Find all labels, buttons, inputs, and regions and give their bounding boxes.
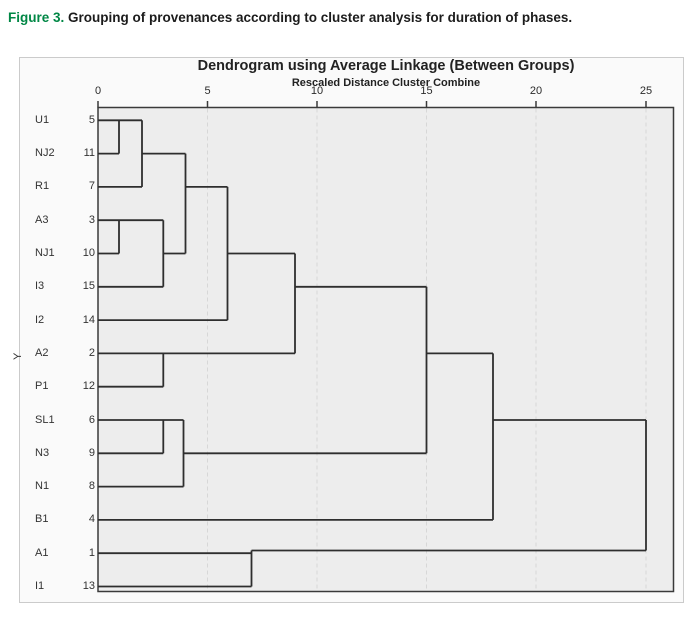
leaf-number-14: 14 (82, 313, 95, 326)
leaf-label-I1: I1 (35, 580, 45, 592)
leaf-label-N3: N3 (35, 446, 50, 459)
chart-title: Dendrogram using Average Linkage (Betwee… (197, 58, 575, 74)
figure-caption: Figure 3. Grouping of provenances accord… (8, 9, 680, 26)
leaf-number-10: 10 (82, 247, 95, 259)
y-axis-title: Y (12, 352, 24, 360)
x-tick-label-5: 5 (204, 85, 211, 97)
leaf-number-2: 2 (88, 346, 95, 359)
leaf-number-8: 8 (88, 480, 95, 493)
leaf-label-NJ2: NJ2 (35, 147, 55, 160)
leaf-number-1: 1 (88, 546, 95, 559)
leaf-number-11: 11 (83, 147, 95, 160)
figure-caption-label: Figure 3. (8, 10, 65, 25)
leaf-number-15: 15 (82, 280, 95, 293)
leaf-label-U1: U1 (35, 113, 50, 126)
leaf-number-5: 5 (88, 113, 95, 126)
figure-caption-text: Grouping of provenances according to clu… (64, 10, 573, 25)
leaf-label-SL1: SL1 (35, 413, 55, 426)
x-tick-label-0: 0 (94, 85, 102, 97)
leaf-number-4: 4 (88, 513, 95, 526)
leaf-number-13: 13 (82, 580, 95, 592)
leaf-number-3: 3 (88, 213, 95, 226)
plot-area (97, 106, 675, 593)
leaf-label-NJ1: NJ1 (35, 247, 55, 259)
x-tick-label-25: 25 (639, 85, 653, 97)
leaf-label-I3: I3 (35, 280, 45, 293)
leaf-number-12: 12 (82, 380, 95, 393)
leaf-label-N1: N1 (35, 480, 50, 493)
leaf-label-B1: B1 (35, 513, 49, 526)
leaf-label-P1: P1 (35, 380, 49, 393)
leaf-number-9: 9 (88, 446, 95, 459)
leaf-label-R1: R1 (35, 180, 50, 193)
leaf-label-I2: I2 (35, 313, 45, 326)
leaf-label-A2: A2 (35, 346, 49, 359)
chart-subtitle: Rescaled Distance Cluster Combine (291, 77, 481, 89)
leaf-label-A1: A1 (35, 546, 49, 559)
x-tick-label-15: 15 (420, 85, 433, 97)
leaf-number-6: 6 (88, 413, 95, 426)
x-tick-label-10: 10 (310, 85, 324, 97)
x-tick-label-20: 20 (529, 85, 543, 97)
leaf-label-A3: A3 (35, 213, 49, 226)
leaf-number-7: 7 (88, 180, 95, 193)
